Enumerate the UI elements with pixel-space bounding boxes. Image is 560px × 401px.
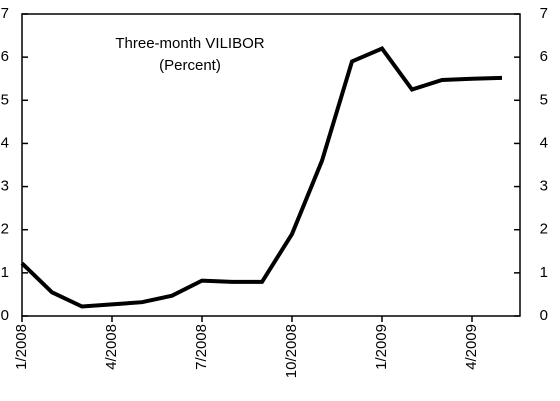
x-tick-label: 1/2009 [373, 324, 390, 370]
x-tick-label: 7/2008 [193, 324, 210, 370]
y-tick-label: 1 [1, 264, 9, 281]
y-tick-label: 7 [1, 5, 9, 22]
y-tick-label: 2 [1, 221, 9, 238]
y2-tick-label: 5 [540, 91, 548, 108]
y-tick-label: 5 [1, 91, 9, 108]
y2-tick-label: 6 [540, 48, 548, 65]
y2-tick-label: 4 [540, 134, 548, 151]
chart-subtitle: (Percent) [159, 57, 221, 74]
y2-tick-label: 2 [540, 221, 548, 238]
y-tick-label: 6 [1, 48, 9, 65]
x-tick-label: 1/2008 [13, 324, 30, 370]
y-tick-label: 4 [1, 134, 9, 151]
chart-title: Three-month VILIBOR [115, 35, 264, 52]
y-tick-label: 0 [1, 307, 9, 324]
x-tick-label: 4/2008 [103, 324, 120, 370]
plot-frame [21, 13, 521, 317]
y2-tick-label: 1 [540, 264, 548, 281]
x-tick-label: 10/2008 [283, 324, 300, 378]
y-tick-label: 3 [1, 178, 9, 195]
x-tick-label: 4/2009 [463, 324, 480, 370]
y2-tick-label: 0 [540, 307, 548, 324]
y2-tick-label: 3 [540, 178, 548, 195]
y2-tick-label: 7 [540, 5, 548, 22]
series-line [20, 46, 503, 309]
